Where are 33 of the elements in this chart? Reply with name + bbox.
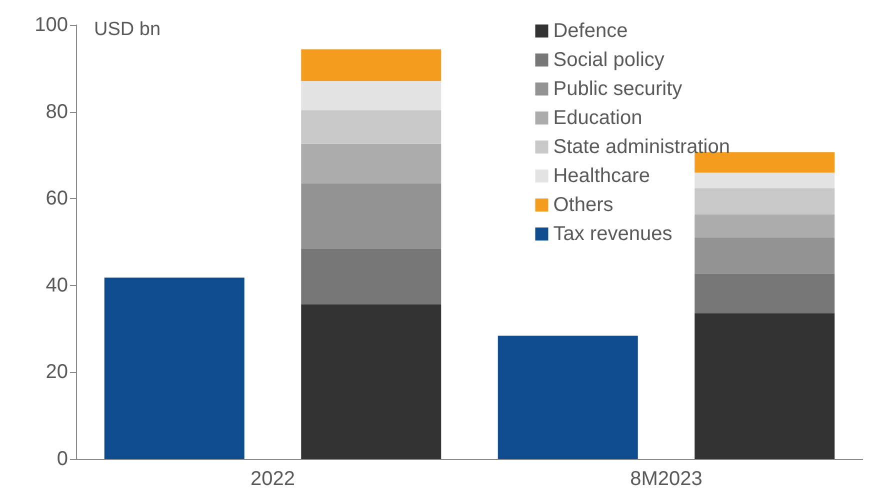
bar: [301, 110, 442, 144]
bar: [301, 248, 442, 304]
bar: [694, 214, 835, 238]
bar: [694, 313, 835, 459]
legend-label: Education: [553, 107, 642, 129]
y-tick-label: 0: [56, 448, 68, 470]
y-tick-label: 80: [46, 100, 68, 123]
bar: [694, 152, 835, 173]
y-tick-label: 40: [46, 274, 68, 296]
bar: [104, 278, 244, 459]
text: 2022: [250, 468, 295, 490]
bar: [301, 80, 442, 110]
legend-label: Tax revenues: [553, 223, 672, 245]
legend-label: Defence: [553, 20, 628, 42]
y-axis-title: USD bn: [94, 19, 161, 40]
bar: [694, 274, 835, 314]
bar: [301, 49, 442, 81]
legend-label: Social policy: [553, 49, 664, 71]
text: 8M2023: [630, 468, 702, 490]
legend-label: State administration: [553, 136, 730, 158]
bar: [301, 183, 442, 249]
y-tick-label: 20: [46, 361, 68, 384]
legend-label: Others: [553, 194, 614, 216]
bar: [694, 172, 835, 188]
bar: [694, 188, 835, 214]
y-tick-label: 100: [34, 14, 68, 36]
bar: [694, 237, 835, 274]
bar: [301, 304, 442, 459]
legend-label: Public security: [553, 78, 682, 100]
bar: [498, 336, 638, 459]
y-tick-label: 60: [46, 188, 68, 210]
legend-label: Healthcare: [553, 165, 650, 187]
bar: [301, 144, 442, 184]
